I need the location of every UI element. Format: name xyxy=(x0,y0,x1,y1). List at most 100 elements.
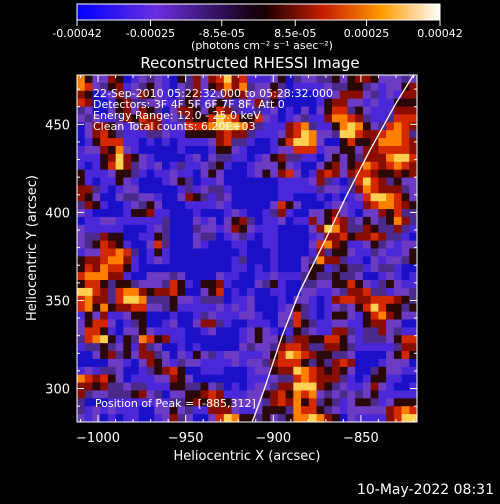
heatmap-cell xyxy=(169,209,178,218)
heatmap-cell xyxy=(192,106,202,115)
heatmap-cell xyxy=(77,398,86,407)
heatmap-cell xyxy=(107,185,117,194)
heatmap-cell xyxy=(247,366,256,376)
heatmap-cell xyxy=(362,374,372,383)
heatmap-cell xyxy=(223,358,232,368)
heatmap-cell xyxy=(339,374,348,383)
heatmap-cell xyxy=(177,311,186,320)
heatmap-cell xyxy=(393,193,402,202)
heatmap-cell xyxy=(378,398,387,407)
heatmap-cell xyxy=(131,327,140,336)
heatmap-cell xyxy=(308,177,317,186)
heatmap-cell xyxy=(84,414,93,422)
heatmap-cell xyxy=(107,98,117,107)
heatmap-cell xyxy=(223,201,232,210)
heatmap-cell xyxy=(339,295,348,305)
heatmap-cell xyxy=(231,209,240,218)
heatmap-cell xyxy=(169,185,178,194)
heatmap-cell xyxy=(355,209,364,218)
heatmap-cell xyxy=(277,201,287,210)
heatmap-cell xyxy=(138,287,147,297)
heatmap-cell xyxy=(332,153,341,163)
heatmap-cell xyxy=(169,390,178,399)
heatmap-cell xyxy=(332,161,341,171)
heatmap-cell xyxy=(332,106,341,115)
heatmap-cell xyxy=(301,82,310,92)
heatmap-cell xyxy=(293,272,302,281)
heatmap-cell xyxy=(169,161,178,171)
heatmap-cell xyxy=(208,272,217,281)
heatmap-cell xyxy=(293,398,302,407)
heatmap-cell xyxy=(216,161,225,171)
heatmap-cell xyxy=(362,343,372,352)
heatmap-cell xyxy=(115,327,124,336)
heatmap-cell xyxy=(92,232,101,242)
heatmap-cell xyxy=(355,90,364,100)
x-axis-label: Heliocentric X (arcsec) xyxy=(174,449,321,464)
heatmap-cell xyxy=(154,90,163,100)
heatmap-cell xyxy=(301,303,310,312)
x-axis: −1000 −950 −900 −850 xyxy=(76,75,414,446)
heatmap-cell xyxy=(223,406,232,415)
heatmap-cell xyxy=(308,287,317,297)
heatmap-cell xyxy=(154,406,163,415)
heatmap-cell xyxy=(115,201,124,210)
heatmap-cell xyxy=(316,240,325,249)
heatmap-cell xyxy=(401,374,410,383)
heatmap-cell xyxy=(293,351,302,360)
heatmap-cell xyxy=(262,351,271,360)
heatmap-cell xyxy=(254,358,263,368)
heatmap-cell xyxy=(393,335,402,344)
heatmap-cell xyxy=(177,216,186,226)
heatmap-cell xyxy=(347,201,356,210)
heatmap-cell xyxy=(270,272,279,281)
heatmap-cell xyxy=(231,256,240,265)
heatmap-cell xyxy=(393,406,402,415)
heatmap-cell xyxy=(254,248,263,257)
heatmap-cell xyxy=(293,122,302,131)
heatmap-cell xyxy=(200,169,209,178)
heatmap-cell xyxy=(208,398,217,407)
heatmap-cell xyxy=(254,185,263,194)
heatmap-cell xyxy=(386,335,395,344)
heatmap-cell xyxy=(216,145,225,155)
heatmap-cell xyxy=(362,264,372,273)
heatmap-cell xyxy=(223,216,232,226)
heatmap-cell xyxy=(131,272,140,281)
heatmap-cell xyxy=(293,98,302,107)
heatmap-cell xyxy=(177,280,186,289)
heatmap-cell xyxy=(386,248,395,257)
heatmap-cell xyxy=(154,248,163,257)
heatmap-cell xyxy=(247,75,256,84)
heatmap-cell xyxy=(386,287,395,297)
heatmap-cell xyxy=(409,185,417,194)
heatmap-cell xyxy=(386,343,395,352)
heatmap-cell xyxy=(162,193,171,202)
heatmap-cell xyxy=(308,153,317,163)
heatmap-cell xyxy=(362,130,372,139)
heatmap-cell xyxy=(247,232,256,242)
heatmap-cell xyxy=(123,224,132,234)
heatmap-cell xyxy=(386,130,395,139)
heatmap-cell xyxy=(77,130,86,139)
heatmap-cell xyxy=(324,256,333,265)
heatmap-cell xyxy=(177,153,186,163)
heatmap-cell xyxy=(254,366,263,376)
heatmap-cell xyxy=(285,240,294,249)
heatmap-cell xyxy=(231,295,240,305)
heatmap-cell xyxy=(347,311,356,320)
heatmap-cell xyxy=(355,358,364,368)
heatmap-cell xyxy=(262,366,271,376)
heatmap-cell xyxy=(208,366,217,376)
x-tick-label: −850 xyxy=(343,431,379,446)
heatmap-cell xyxy=(208,280,217,289)
heatmap-cell xyxy=(247,256,256,265)
heatmap-cell xyxy=(301,114,310,123)
heatmap-cell xyxy=(146,264,155,273)
heatmap-cell xyxy=(100,382,109,391)
heatmap-cell xyxy=(115,272,124,281)
heatmap-cell xyxy=(247,169,256,178)
heatmap-cell xyxy=(185,351,194,360)
heatmap-cell xyxy=(131,264,140,273)
heatmap-cell xyxy=(324,343,333,352)
